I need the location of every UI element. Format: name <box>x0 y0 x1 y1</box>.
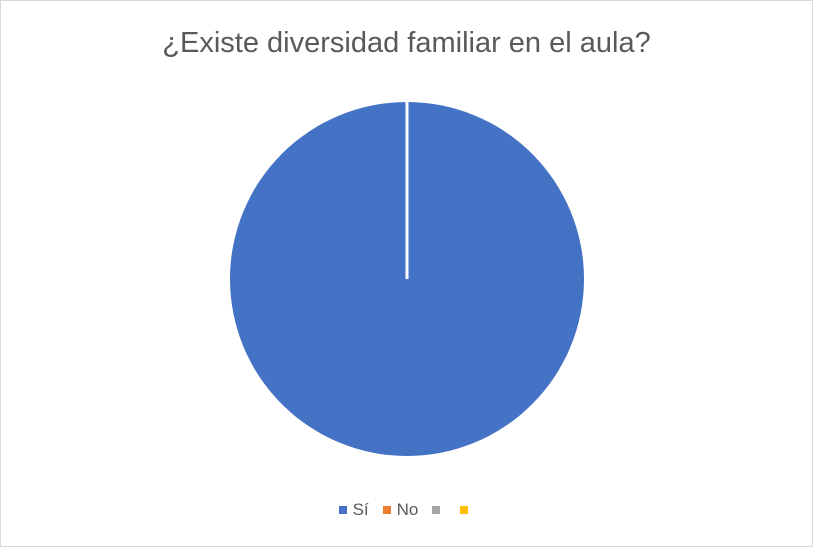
legend-swatch-3 <box>432 506 441 514</box>
legend-swatch-no <box>382 506 391 514</box>
pie-slices <box>230 102 584 456</box>
legend-label-no: No <box>396 500 419 519</box>
legend-item-3 <box>432 499 446 521</box>
legend-swatch-si <box>338 506 347 514</box>
chart-title: ¿Existe diversidad familiar en el aula? <box>162 27 651 59</box>
legend: Sí No <box>1 499 812 521</box>
legend-label-si: Sí <box>352 500 369 519</box>
legend-item-si: Sí <box>338 499 369 521</box>
legend-item-4 <box>460 499 474 521</box>
legend-item-no: No <box>382 499 419 521</box>
legend-swatch-4 <box>460 506 469 514</box>
